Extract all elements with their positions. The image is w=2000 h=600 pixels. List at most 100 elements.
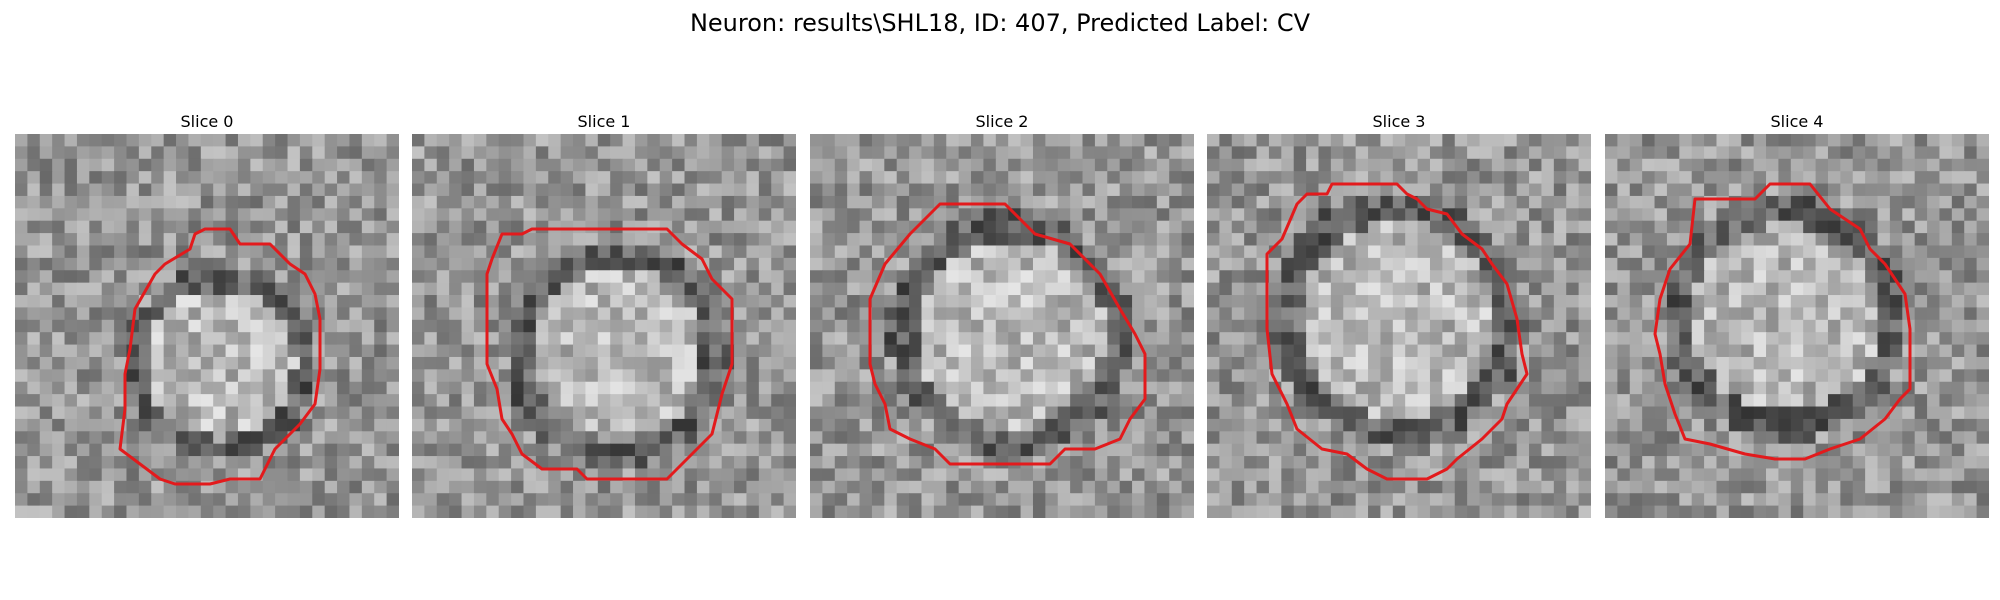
pixel-tile — [1642, 307, 1656, 321]
pixel-tile — [535, 220, 549, 234]
pixel-tile — [1516, 171, 1530, 185]
pixel-tile — [859, 208, 873, 222]
pixel-tile — [324, 245, 338, 259]
pixel-tile — [1417, 356, 1431, 370]
pixel-tile — [1181, 493, 1194, 507]
pixel-tile — [1654, 418, 1668, 432]
pixel-tile — [1704, 220, 1718, 234]
pixel-tile — [933, 356, 947, 370]
pixel-tile — [1815, 431, 1829, 445]
pixel-tile — [634, 295, 648, 309]
pixel-tile — [597, 418, 611, 432]
pixel-tile — [498, 468, 512, 482]
pixel-tile — [1330, 394, 1344, 408]
pixel-tile — [1119, 134, 1133, 147]
pixel-tile — [349, 394, 363, 408]
pixel-tile — [783, 381, 796, 395]
pixel-tile — [101, 505, 115, 518]
pixel-tile — [983, 257, 997, 271]
pixel-tile — [933, 245, 947, 259]
pixel-tile — [535, 282, 549, 296]
pixel-tile — [1094, 332, 1108, 346]
pixel-tile — [684, 369, 698, 383]
pixel-tile — [1045, 505, 1059, 518]
pixel-tile — [573, 418, 587, 432]
pixel-tile — [15, 319, 28, 333]
pixel-tile — [250, 319, 264, 333]
pixel-tile — [696, 418, 710, 432]
pixel-tile — [1815, 493, 1829, 507]
pixel-tile — [647, 344, 661, 358]
pixel-tile — [1181, 183, 1194, 197]
pixel-tile — [1082, 480, 1096, 494]
pixel-tile — [1368, 332, 1382, 346]
pixel-tile — [1467, 146, 1481, 160]
pixel-tile — [1827, 394, 1841, 408]
pixel-tile — [424, 245, 438, 259]
pixel-tile — [126, 195, 140, 209]
pixel-tile — [1529, 245, 1543, 259]
pixel-tile — [1617, 282, 1631, 296]
pixel-tile — [52, 220, 66, 234]
pixel-tile — [1902, 493, 1916, 507]
pixel-tile — [1479, 233, 1493, 247]
pixel-tile — [1790, 505, 1804, 518]
pixel-tile — [746, 319, 760, 333]
pixel-tile — [1976, 394, 1989, 408]
pixel-tile — [1753, 307, 1767, 321]
pixel-tile — [847, 418, 861, 432]
pixel-tile — [64, 233, 78, 247]
pixel-tile — [610, 245, 624, 259]
slice-image-2 — [810, 134, 1194, 518]
pixel-tile — [1156, 394, 1170, 408]
pixel-tile — [1405, 456, 1419, 470]
pixel-tile — [1605, 418, 1618, 432]
pixel-tile — [188, 443, 202, 457]
pixel-tile — [709, 443, 723, 457]
pixel-tile — [560, 245, 574, 259]
pixel-tile — [1790, 443, 1804, 457]
pixel-tile — [1442, 443, 1456, 457]
pixel-tile — [101, 431, 115, 445]
pixel-tile — [225, 270, 239, 284]
pixel-tile — [275, 468, 289, 482]
pixel-tile — [349, 282, 363, 296]
pixel-tile — [560, 381, 574, 395]
pixel-tile — [859, 171, 873, 185]
pixel-tile — [1642, 195, 1656, 209]
pixel-tile — [1877, 270, 1891, 284]
pixel-tile — [971, 319, 985, 333]
pixel-tile — [1964, 480, 1978, 494]
pixel-tile — [1318, 233, 1332, 247]
pixel-tile — [200, 146, 214, 160]
pixel-tile — [449, 233, 463, 247]
pixel-tile — [1467, 505, 1481, 518]
pixel-tile — [1082, 344, 1096, 358]
pixel-tile — [1889, 195, 1903, 209]
pixel-tile — [200, 307, 214, 321]
pixel-tile — [151, 394, 165, 408]
pixel-tile — [573, 220, 587, 234]
pixel-tile — [1355, 171, 1369, 185]
pixel-tile — [1429, 356, 1443, 370]
pixel-tile — [909, 183, 923, 197]
pixel-tile — [896, 257, 910, 271]
pixel-tile — [473, 319, 487, 333]
pixel-tile — [76, 406, 90, 420]
pixel-tile — [958, 183, 972, 197]
pixel-tile — [461, 480, 475, 494]
pixel-tile — [1181, 505, 1194, 518]
pixel-tile — [1803, 245, 1817, 259]
pixel-tile — [1107, 270, 1121, 284]
pixel-tile — [1318, 282, 1332, 296]
pixel-tile — [1889, 158, 1903, 172]
pixel-tile — [176, 456, 190, 470]
pixel-tile — [1207, 369, 1220, 383]
pixel-tile — [498, 171, 512, 185]
pixel-tile — [1741, 295, 1755, 309]
pixel-tile — [386, 183, 399, 197]
pixel-tile — [1405, 332, 1419, 346]
pixel-tile — [1529, 134, 1543, 147]
pixel-tile — [983, 183, 997, 197]
pixel-tile — [349, 171, 363, 185]
